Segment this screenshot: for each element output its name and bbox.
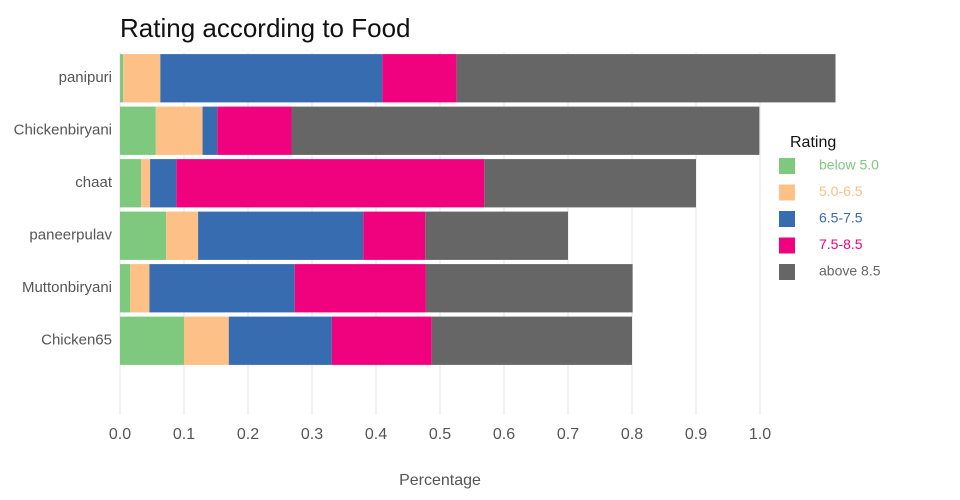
legend-title: Rating [790,134,836,151]
x-tick-label: 0.2 [237,426,259,443]
y-tick-label: Chickenbiryani [14,122,112,139]
y-tick-label: Muttonbiryani [22,279,112,296]
bar-segment [198,211,364,260]
bar-segment [141,159,151,208]
y-tick-label: paneerpulav [29,227,112,244]
legend-swatch [779,211,795,227]
legend-label: 5.0-6.5 [819,183,863,199]
legend-swatch [779,264,795,280]
x-tick-label: 0.4 [365,426,387,443]
bar-segment [291,106,760,155]
y-tick-label: Chicken65 [41,332,112,349]
bar-segment [425,264,633,313]
bar-segment [166,211,199,260]
bar-segment [120,54,124,103]
bar-segment [425,211,568,260]
bar-segment [202,106,218,155]
bar-segment [149,264,295,313]
bar-segment [217,106,292,155]
bar-segment [120,316,184,365]
bar-segment [382,54,457,103]
legend-swatch [779,184,795,201]
bar-segment [176,159,485,208]
x-tick-label: 0.9 [685,426,707,443]
bar-segment [184,316,229,365]
bar-segment [120,159,142,208]
bar-segment [155,106,203,155]
legend-swatch [779,237,795,254]
x-tick-label: 0.0 [109,426,131,443]
bar-segment [120,106,156,155]
y-tick-label: chaat [75,174,113,191]
x-axis-label: Percentage [399,472,481,489]
y-tick-label: panipuri [59,69,112,86]
bar-segment [120,211,167,260]
legend-label: 6.5-7.5 [819,210,863,226]
bar-segment [150,159,177,208]
legend-swatch [779,158,795,174]
x-tick-label: 0.1 [173,426,195,443]
bar-segment [484,159,696,208]
bar-segment [228,316,332,365]
legend-label: 7.5-8.5 [819,236,863,252]
x-tick-label: 0.5 [429,426,451,443]
legend-label: below 5.0 [819,157,879,173]
legend-label: above 8.5 [819,263,881,279]
bar-segment [120,264,131,313]
bar-segment [363,211,426,260]
x-tick-label: 0.3 [301,426,323,443]
bar-segment [431,316,632,365]
bar-segment [456,54,836,103]
x-tick-label: 0.6 [493,426,515,443]
x-tick-label: 0.7 [557,426,579,443]
bar-segment [331,316,432,365]
bar-segment [294,264,426,313]
bar-segment [160,54,383,103]
bar-segment [130,264,150,313]
x-tick-label: 1.0 [749,426,771,443]
bar-segment [123,54,161,103]
chart-title: Rating according to Food [120,13,411,43]
x-tick-label: 0.8 [621,426,643,443]
